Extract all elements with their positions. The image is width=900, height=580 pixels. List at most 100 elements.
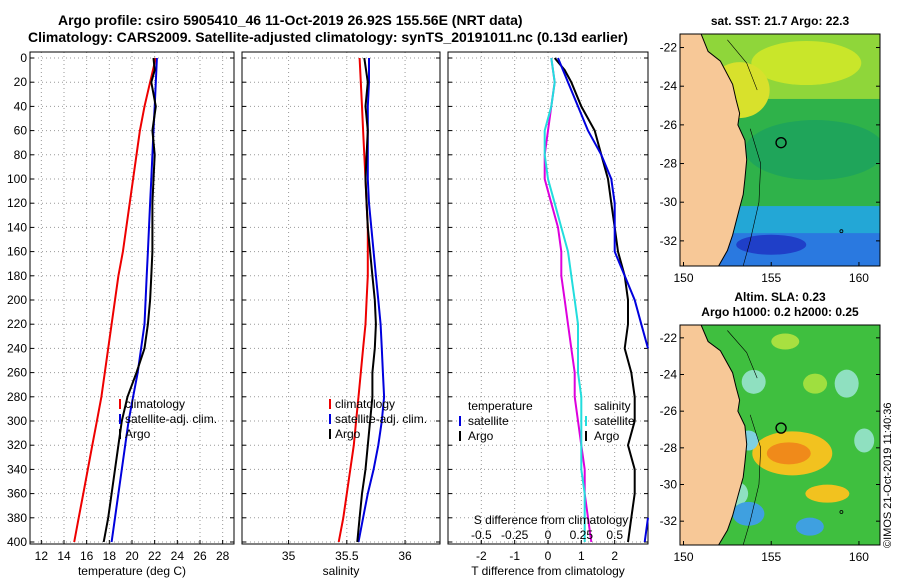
sla-anomaly [766, 442, 811, 465]
legend-label: satellite-adj. clim. [125, 412, 217, 426]
map-lat-label: -26 [660, 118, 678, 132]
y-tick-label: 0 [20, 51, 27, 65]
x-tick-label: 18 [103, 549, 117, 563]
map-content [680, 325, 880, 545]
legend-label: climatology [125, 397, 185, 411]
map-lat-label: -22 [660, 331, 678, 345]
map-lat-label: -30 [660, 478, 678, 492]
x-tick-label: 14 [57, 549, 71, 563]
series-line-salinity-argo-deep [643, 517, 649, 543]
x-tick-label: -1 [509, 549, 520, 563]
header-line-1: Argo profile: csiro 5905410_46 11-Oct-20… [58, 12, 523, 28]
y-tick-label: 200 [7, 293, 27, 307]
series-line-climatology [73, 57, 157, 543]
sla-anomaly [732, 501, 765, 526]
series-line-argo [102, 57, 157, 543]
legend-label: climatology [335, 397, 395, 411]
x-tick-label: 35 [282, 549, 296, 563]
series-line-temperature-argo [553, 57, 636, 543]
secondary-tick-label: -0.25 [501, 528, 529, 542]
y-tick-label: 240 [7, 341, 27, 355]
x-tick-label: 36 [398, 549, 412, 563]
x-axis-label: T difference from climatology [471, 564, 625, 578]
map-lat-label: -24 [660, 368, 678, 382]
map-lat-label: -26 [660, 404, 678, 418]
legend-label: Argo [468, 429, 494, 443]
x-tick-label: 24 [171, 549, 185, 563]
sla-anomaly [803, 373, 828, 394]
y-tick-label: 140 [7, 220, 27, 234]
land-australia [680, 34, 748, 266]
y-tick-label: 120 [7, 196, 27, 210]
x-axis-label: temperature (deg C) [78, 564, 186, 578]
y-tick-label: 160 [7, 245, 27, 259]
x-tick-label: 26 [193, 549, 207, 563]
y-tick-label: 340 [7, 462, 27, 476]
sla-anomaly [795, 517, 824, 536]
y-tick-label: 60 [14, 124, 28, 138]
map-lat-label: -28 [660, 441, 678, 455]
map-content [680, 34, 880, 266]
y-tick-label: 100 [7, 172, 27, 186]
secondary-tick-label: -0.5 [471, 528, 492, 542]
x-tick-label: 35.5 [335, 549, 359, 563]
y-tick-label: 260 [7, 366, 27, 380]
legend-label: Argo [125, 427, 151, 441]
sla-map-subtitle: Argo h1000: 0.2 h2000: 0.25 [701, 305, 859, 319]
shelf-contour [742, 414, 762, 545]
map-lat-label: -22 [660, 41, 678, 55]
series-line-climatology [337, 57, 369, 543]
argo-location-marker [775, 422, 787, 434]
sla-anomaly [834, 369, 859, 398]
secondary-tick-label: 0.5 [606, 528, 623, 542]
series-line-salinity-argo [557, 57, 649, 349]
x-tick-label: 1 [578, 549, 585, 563]
island-marker [839, 229, 844, 234]
x-tick-label: -2 [476, 549, 487, 563]
sla-map-title: Altim. SLA: 0.23 [734, 290, 826, 304]
shelf-contour [742, 128, 762, 266]
secondary-axis-label: S difference from climatology [474, 513, 629, 527]
x-tick-label: 12 [35, 549, 49, 563]
land-australia [680, 325, 748, 545]
sla-anomaly [771, 333, 800, 350]
legend-heading-t: temperature [468, 399, 533, 413]
legend-label: Argo [335, 427, 361, 441]
imos-timestamp: ©IMOS 21-Oct-2019 11:40:36 [882, 402, 894, 548]
legend-heading-s: salinity [594, 399, 631, 413]
map-lat-label: -32 [660, 514, 678, 528]
sst-map-title: sat. SST: 21.7 Argo: 22.3 [711, 14, 850, 28]
x-axis-label: salinity [323, 564, 360, 578]
difference-panel: -2 -1 0 1 2T difference from climatology temp… [447, 51, 649, 578]
temperature-panel: 0 20 40 60 80 100 120 140 160 180 200 220 240 260 280 3… [7, 51, 235, 578]
plot-frame [241, 51, 441, 545]
y-tick-label: 380 [7, 511, 27, 525]
warm-patch [751, 41, 862, 85]
series-line-temperature-satellite [543, 57, 593, 543]
map-lon-label: 155 [761, 271, 781, 285]
series-line-salinity-satellite [543, 57, 586, 542]
x-tick-label: 22 [148, 549, 162, 563]
sst-map: -22 -24 -26 -28 -30 -32 150 155 160 [660, 33, 881, 285]
y-tick-label: 80 [14, 148, 28, 162]
map-lon-label: 160 [849, 271, 869, 285]
legend-label: satellite-adj. clim. [335, 412, 427, 426]
island-marker [839, 510, 844, 514]
y-tick-label: 180 [7, 269, 27, 283]
map-lon-label: 150 [673, 550, 693, 564]
y-tick-label: 360 [7, 487, 27, 501]
map-frame [679, 33, 881, 267]
sla-anomaly [741, 369, 766, 394]
map-lon-label: 155 [761, 550, 781, 564]
header-line-2: Climatology: CARS2009. Satellite-adjuste… [28, 29, 628, 45]
map-frame [679, 324, 881, 546]
y-tick-label: 40 [14, 99, 28, 113]
map-lat-label: -30 [660, 195, 678, 209]
map-lat-label: -32 [660, 234, 678, 248]
y-tick-label: 20 [14, 75, 28, 89]
secondary-tick-label: 0 [545, 528, 552, 542]
map-lat-label: -24 [660, 79, 678, 93]
map-lon-label: 160 [849, 550, 869, 564]
legend-label: Argo [594, 429, 620, 443]
